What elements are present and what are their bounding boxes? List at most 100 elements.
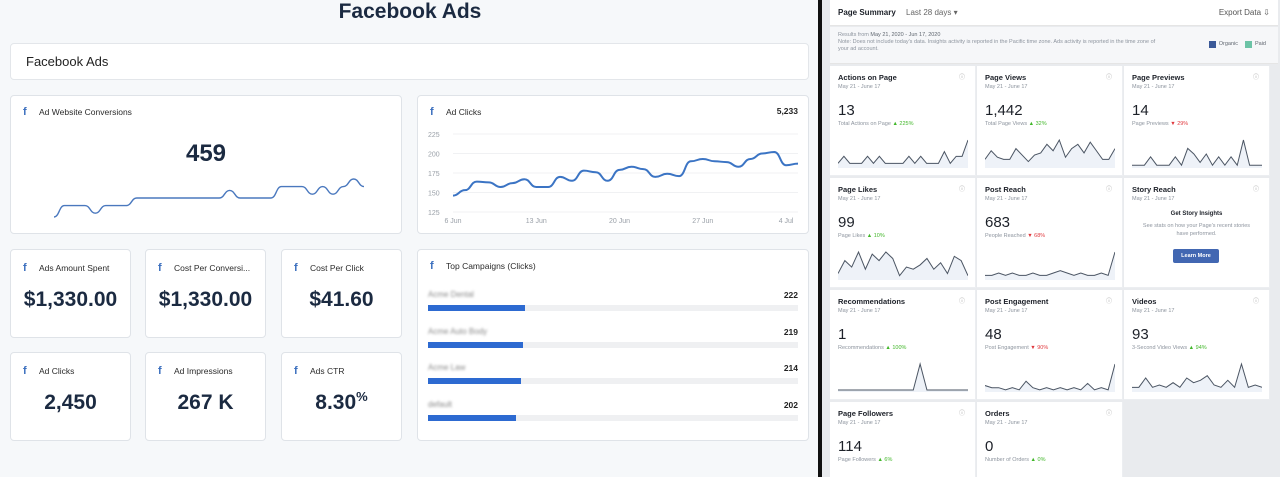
campaign-bar-fill: [428, 341, 524, 348]
note-prefix: Results from: [838, 32, 871, 38]
page-summary-title: Page Summary: [838, 8, 896, 17]
info-icon[interactable]: ⓘ: [1105, 187, 1112, 193]
info-icon[interactable]: ⓘ: [958, 187, 965, 193]
info-icon[interactable]: ⓘ: [1252, 187, 1259, 193]
tile-date-range: May 21 - June 17: [985, 308, 1028, 314]
sparkline-area: [1132, 140, 1262, 168]
tile-change: ▼ 29%: [1170, 121, 1189, 127]
kpi-card-cpconv[interactable]: f Cost Per Conversi... $1,330.00: [145, 249, 266, 338]
top-campaigns-card[interactable]: f Top Campaigns (Clicks) Acme Dental 222 …: [417, 249, 809, 441]
legend-label: Organic: [1218, 41, 1238, 47]
campaign-bar-track: [428, 341, 798, 348]
tile-sparkline: [838, 362, 968, 392]
tile-title: Page Followers: [838, 409, 894, 418]
campaign-row[interactable]: Acme Law 214: [428, 363, 798, 393]
info-icon[interactable]: ⓘ: [1252, 299, 1259, 305]
x-tick-label: 13 Jun: [526, 218, 547, 225]
sparkline-area: [838, 252, 968, 280]
tile-title: Videos: [1132, 297, 1157, 306]
date-range-dropdown[interactable]: Last 28 days ▾: [906, 8, 958, 17]
tile-page-views[interactable]: Page Views ⓘ May 21 - June 17 1,442 Total…: [977, 66, 1123, 176]
tile-post-reach[interactable]: Post Reach ⓘ May 21 - June 17 683 People …: [977, 178, 1123, 288]
info-icon[interactable]: ⓘ: [1105, 299, 1112, 305]
campaign-clicks: 222: [783, 290, 798, 300]
campaign-bar-fill: [428, 414, 516, 421]
sparkline-area: [985, 140, 1115, 168]
tile-recommendations[interactable]: Recommendations ⓘ May 21 - June 17 1 Reco…: [830, 290, 976, 400]
tile-value: 0: [985, 438, 994, 455]
tile-sub-label: Recommendations: [838, 345, 884, 351]
dashboard-name-bar[interactable]: Facebook Ads: [10, 43, 809, 80]
campaign-row[interactable]: Acme Auto Body 219: [428, 327, 798, 357]
x-tick-label: 4 Jul: [779, 218, 794, 225]
kpi-title: Ads CTR: [310, 366, 345, 376]
tile-story-reach[interactable]: Story Reach ⓘ May 21 - June 17 Get Story …: [1124, 178, 1270, 288]
info-icon[interactable]: ⓘ: [1105, 411, 1112, 417]
info-icon[interactable]: ⓘ: [958, 411, 965, 417]
export-data-button[interactable]: Export Data ⇩: [1219, 8, 1270, 17]
tile-page-previews[interactable]: Page Previews ⓘ May 21 - June 17 14 Page …: [1124, 66, 1270, 176]
tile-orders[interactable]: Orders ⓘ May 21 - June 17 0 Number of Ord…: [977, 402, 1123, 477]
note-text: Note: Does not include today's data. Ins…: [838, 39, 1156, 52]
tile-date-range: May 21 - June 17: [838, 84, 881, 90]
kpi-card-adclicks[interactable]: f Ad Clicks 2,450: [10, 352, 131, 441]
tile-value: 48: [985, 326, 1002, 343]
legend: Organic Paid: [1208, 41, 1270, 48]
kpi-number: 8.30: [315, 391, 357, 414]
tile-change: ▲ 225%: [892, 121, 914, 127]
campaign-bar-fill: [428, 378, 522, 384]
ad-clicks-line-chart: 125 150 175 200 225 6 Jun 13 Jun 20 Jun 27 Jun 4 …: [428, 132, 799, 225]
tile-page-followers[interactable]: Page Followers ⓘ May 21 - June 17 114 Pag…: [830, 402, 976, 477]
tile-page-likes[interactable]: Page Likes ⓘ May 21 - June 17 99 Page Lik…: [830, 178, 976, 288]
tile-sub-label: Page Likes: [838, 233, 866, 239]
tile-subtitle: Recommendations ▲ 100%: [838, 345, 906, 351]
tile-title: Post Reach: [985, 185, 1026, 194]
card-title: Ad Clicks: [446, 107, 482, 117]
tile-sparkline: [838, 139, 968, 168]
kpi-card-ctr[interactable]: f Ads CTR 8.30%: [281, 352, 402, 441]
info-icon[interactable]: ⓘ: [958, 299, 965, 305]
tile-sub-label: Total Actions on Page: [838, 121, 891, 127]
sparkline-area: [985, 364, 1115, 392]
ad-clicks-chart-card[interactable]: f Ad Clicks 5,233 125 150 175 200 225 6 Jun 13 …: [417, 95, 809, 234]
tile-title: Page Likes: [838, 185, 878, 194]
kpi-card-impr[interactable]: f Ad Impressions 267 K: [145, 352, 266, 441]
tile-value: 1: [838, 326, 847, 343]
conversions-sparkline: [53, 178, 365, 218]
tile-change: ▲ 94%: [1188, 345, 1207, 351]
facebook-icon: f: [158, 365, 162, 377]
tile-value: 99: [838, 214, 855, 231]
info-icon[interactable]: ⓘ: [1105, 75, 1112, 81]
kpi-card-cpc[interactable]: f Cost Per Click $41.60: [281, 249, 402, 338]
y-tick-label: 150: [428, 191, 440, 198]
tile-date-range: May 21 - June 17: [985, 84, 1028, 90]
x-tick-label: 27 Jun: [692, 218, 713, 225]
tile-subtitle: Number of Orders ▲ 0%: [985, 457, 1045, 463]
tile-actions-on-page[interactable]: Actions on Page ⓘ May 21 - June 17 13 Tot…: [830, 66, 976, 176]
tile-subtitle: Post Engagement ▼ 90%: [985, 345, 1048, 351]
tile-value: 683: [985, 214, 1011, 231]
tile-sparkline: [1132, 139, 1262, 168]
tile-videos[interactable]: Videos ⓘ May 21 - June 17 93 3-Second Vid…: [1124, 290, 1270, 400]
card-title: Ad Website Conversions: [39, 107, 132, 117]
sparkline-line: [985, 363, 1115, 391]
kpi-title: Ad Clicks: [39, 366, 75, 376]
campaign-row[interactable]: default 202: [428, 400, 798, 430]
export-label: Export Data: [1218, 8, 1262, 17]
ad-clicks-total: 5,233: [776, 106, 798, 116]
kpi-number: $1,330.00: [23, 288, 118, 311]
ad-website-conversions-card[interactable]: f Ad Website Conversions 459: [10, 95, 402, 234]
campaign-row[interactable]: Acme Dental 222: [428, 290, 798, 320]
info-icon[interactable]: ⓘ: [958, 75, 965, 81]
card-title: Top Campaigns (Clicks): [446, 261, 536, 271]
info-icon[interactable]: ⓘ: [1252, 75, 1259, 81]
learn-more-button[interactable]: Learn More: [1173, 249, 1219, 263]
results-note: Results from May 21, 2020 - Jun 17, 2020…: [830, 27, 1278, 64]
facebook-icon: f: [430, 260, 434, 272]
tile-post-engagement[interactable]: Post Engagement ⓘ May 21 - June 17 48 Pos…: [977, 290, 1123, 400]
kpi-title: Cost Per Conversi...: [174, 263, 251, 273]
tile-value: 13: [838, 102, 855, 119]
kpi-card-spent[interactable]: f Ads Amount Spent $1,330.00: [10, 249, 131, 338]
x-tick-label: 6 Jun: [444, 218, 461, 225]
facebook-icon: f: [23, 262, 27, 274]
